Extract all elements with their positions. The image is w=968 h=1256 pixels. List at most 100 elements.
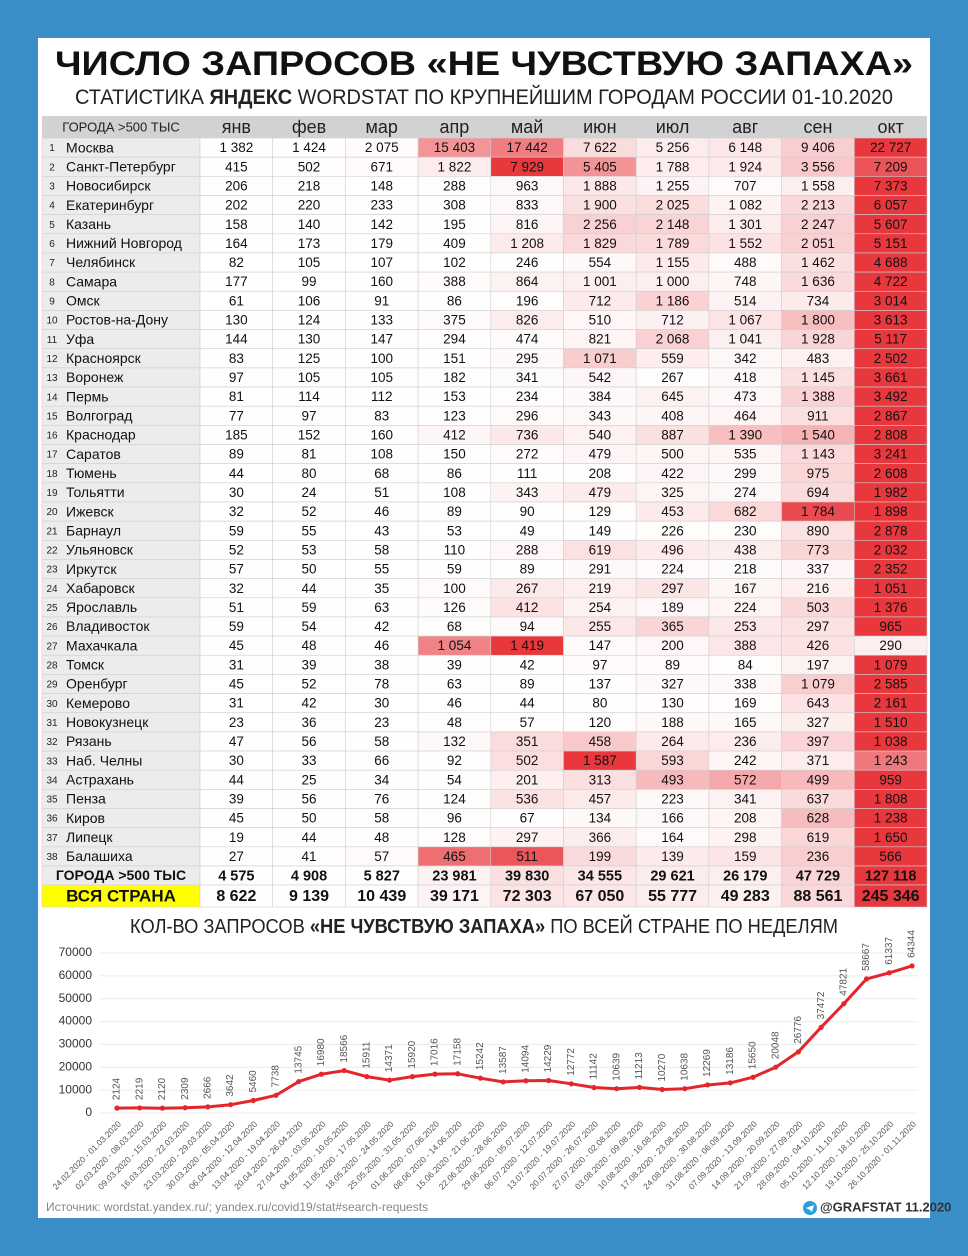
cell-value: 1 800 [801, 313, 835, 328]
cell-value: 2 867 [874, 408, 908, 423]
data-label: 18566 [339, 1034, 350, 1062]
cell-value: 206 [225, 178, 248, 193]
cell-value: 84 [738, 657, 754, 672]
cell-value: 58 [374, 542, 389, 557]
city-name: Москва [66, 139, 114, 155]
cell-value: 140 [298, 217, 321, 232]
cell-value: 1 376 [874, 600, 908, 615]
cell-value: 267 [516, 581, 539, 596]
city-name: Киров [66, 810, 105, 826]
title: ЧИСЛО ЗАПРОСОВ «НЕ ЧУВСТВУЮ ЗАПАХА» [55, 45, 913, 83]
cell-value: 219 [589, 581, 612, 596]
cell-value: 327 [661, 677, 684, 692]
cell-value: 97 [592, 657, 607, 672]
data-label: 5460 [248, 1070, 259, 1093]
cell-value: 218 [298, 178, 321, 193]
cell-value: 164 [225, 236, 248, 251]
city-name: Кемерово [66, 695, 130, 711]
row-number: 20 [46, 507, 58, 518]
cell-value: 41 [302, 849, 317, 864]
cell-value: 2 068 [656, 332, 690, 347]
chart-title: КОЛ-ВО ЗАПРОСОВ «НЕ ЧУВСТВУЮ ЗАПАХА» ПО … [130, 914, 838, 938]
cell-value: 96 [447, 811, 462, 826]
cell-value: 56 [302, 792, 317, 807]
cell-value: 44 [302, 830, 318, 845]
row-number: 26 [46, 622, 58, 633]
cell-value: 158 [225, 217, 248, 232]
cell-value: 9 406 [801, 140, 835, 155]
telegram-plane [806, 1205, 814, 1212]
row-number: 3 [49, 182, 55, 193]
cell-value: 6 057 [874, 198, 908, 213]
row-number: 2 [49, 162, 55, 173]
cell-value: 86 [447, 293, 462, 308]
cell-value: 1 808 [874, 792, 908, 807]
cell-value: 99 [302, 274, 317, 289]
cell-value: 58 [374, 811, 389, 826]
row-number: 36 [46, 814, 58, 825]
row-number: 28 [46, 660, 58, 671]
cell-value: 97 [229, 370, 244, 385]
cell-value: 185 [225, 428, 248, 443]
cell-value: 1 038 [874, 734, 908, 749]
cell-value: 2 502 [874, 351, 908, 366]
data-label: 2666 [202, 1076, 213, 1099]
column-header: ГОРОДА >500 ТЫС [62, 119, 179, 134]
cell-value: 1 587 [583, 753, 617, 768]
data-label: 2124 [112, 1077, 123, 1100]
cell-value: 1 900 [583, 198, 617, 213]
cell-value: 388 [443, 274, 466, 289]
data-label: 15242 [475, 1042, 486, 1070]
row-number: 32 [46, 737, 58, 748]
cell-value: 45 [229, 638, 244, 653]
cell-value: 50 [302, 811, 317, 826]
cell-value: 100 [443, 581, 466, 596]
cell-value: 196 [516, 293, 539, 308]
data-label: 14094 [520, 1045, 531, 1073]
data-label: 12269 [702, 1049, 713, 1077]
cell-value: 2 025 [656, 198, 690, 213]
cell-value: 479 [589, 485, 612, 500]
cell-value: 46 [374, 638, 389, 653]
cell-value: 342 [734, 351, 757, 366]
cell-value: 694 [807, 485, 830, 500]
cell-value: 149 [589, 523, 612, 538]
cell-value: 51 [374, 485, 389, 500]
cell-value: 55 777 [648, 888, 697, 905]
cell-value: 2 808 [874, 428, 908, 443]
y-tick-label: 70000 [59, 945, 93, 959]
cell-value: 142 [370, 217, 393, 232]
city-name: Иркутск [66, 561, 117, 577]
cell-value: 45 [229, 677, 244, 692]
data-point [341, 1067, 347, 1074]
cell-value: 57 [520, 715, 535, 730]
city-name: Санкт-Петербург [66, 158, 176, 174]
cell-value: 124 [298, 313, 321, 328]
city-name: Ульяновск [66, 542, 134, 558]
city-name: Пермь [66, 388, 109, 404]
cell-value: 510 [589, 313, 612, 328]
cell-value: 1 510 [874, 715, 908, 730]
cell-value: 106 [298, 293, 321, 308]
cell-value: 29 621 [650, 868, 694, 884]
cell-value: 55 [374, 562, 389, 577]
cell-value: 165 [734, 715, 757, 730]
cell-value: 438 [734, 542, 757, 557]
cell-value: 107 [370, 255, 393, 270]
cell-value: 965 [879, 619, 902, 634]
cell-value: 833 [516, 198, 539, 213]
cell-value: 682 [734, 504, 757, 519]
cell-value: 479 [589, 447, 612, 462]
cell-value: 299 [734, 466, 757, 481]
data-label: 2219 [134, 1077, 145, 1100]
cell-value: 39 [447, 657, 462, 672]
cell-value: 59 [229, 523, 244, 538]
city-name: Томск [66, 657, 105, 673]
data-point [682, 1086, 688, 1092]
data-point [568, 1081, 574, 1087]
data-label: 64344 [907, 930, 918, 958]
city-name: Хабаровск [66, 580, 135, 596]
cell-value: 2 161 [874, 696, 908, 711]
data-point [364, 1074, 370, 1080]
